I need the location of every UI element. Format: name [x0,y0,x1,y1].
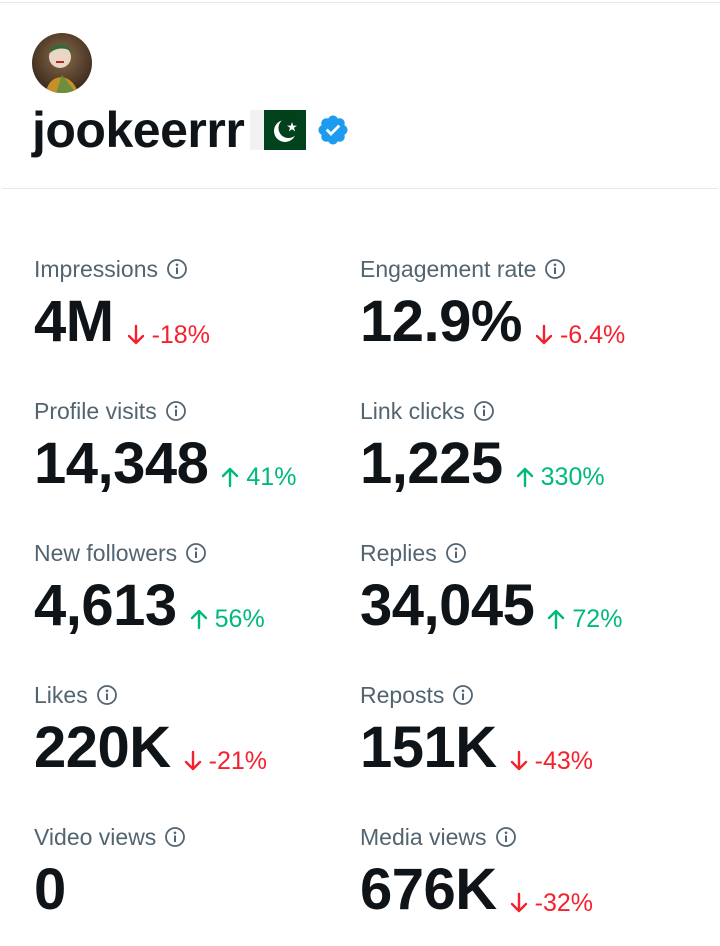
metric-delta-value: 330% [540,463,605,491]
profile-header: jookeerrr [32,100,350,160]
metric-value: 0 [34,857,66,922]
metric-value: 34,045 [360,573,535,638]
metric-delta: -6.4% [534,320,625,350]
metric-label: Likes [34,682,88,708]
metric-value-row: 4,613 56% [34,572,364,636]
metric-value: 1,225 [360,431,503,496]
metric-value: 12.9% [360,289,522,354]
metric-value-row: 220K -21% [34,714,364,778]
metric-label: Impressions [34,256,158,282]
metric-delta-value: -21% [208,747,268,775]
arrow-down-icon [534,323,554,347]
metric-delta: 41% [220,462,296,492]
info-icon[interactable] [452,684,474,706]
metric-label-row: Reposts [360,680,690,710]
arrow-down-icon [183,749,203,773]
info-icon[interactable] [544,258,566,280]
metric-delta: -32% [509,888,593,918]
metric-value-row: 1,225 330% [360,430,690,494]
metric-value: 14,348 [34,431,209,496]
metric-link-clicks: Link clicks 1,225 330% [360,396,690,494]
top-border [0,2,720,3]
metric-label-row: New followers [34,538,364,568]
metric-video-views: Video views 0 [34,822,364,920]
metric-value: 4M [34,289,114,354]
metric-delta-value: 72% [572,605,623,633]
header-divider [2,188,718,189]
metric-label: New followers [34,540,178,566]
info-icon[interactable] [96,684,118,706]
metric-delta: -21% [183,746,267,776]
pakistan-flag-icon [250,110,307,150]
info-icon[interactable] [445,542,467,564]
arrow-up-icon [189,607,209,631]
metric-label-row: Profile visits [34,396,364,426]
metric-delta-value: 41% [246,463,297,491]
metric-label: Profile visits [34,398,157,424]
arrow-up-icon [220,465,240,489]
metric-media-views: Media views 676K -32% [360,822,690,920]
metric-delta: -43% [509,746,593,776]
arrow-up-icon [546,607,566,631]
metric-replies: Replies 34,045 72% [360,538,690,636]
metric-new-followers: New followers 4,613 56% [34,538,364,636]
info-icon[interactable] [185,542,207,564]
display-name[interactable]: jookeerrr [32,102,245,158]
metric-label-row: Media views [360,822,690,852]
metric-value-row: 151K -43% [360,714,690,778]
metric-value-row: 676K -32% [360,856,690,920]
metric-reposts: Reposts 151K -43% [360,680,690,778]
metric-value: 220K [34,715,171,780]
metric-delta: 56% [189,604,265,634]
metric-profile-visits: Profile visits 14,348 41% [34,396,364,494]
metric-label: Media views [360,824,487,850]
metric-value-row: 34,045 72% [360,572,690,636]
metric-delta-value: -43% [534,747,594,775]
metric-value: 4,613 [34,573,177,638]
metric-engagement-rate: Engagement rate 12.9% -6.4% [360,254,690,352]
metric-likes: Likes 220K -21% [34,680,364,778]
metric-label-row: Likes [34,680,364,710]
info-icon[interactable] [166,258,188,280]
metric-value-row: 0 [34,856,364,920]
avatar[interactable] [32,33,92,93]
metric-delta-value: -18% [151,321,210,349]
metric-label: Replies [360,540,437,566]
metric-delta-value: -6.4% [559,321,626,349]
metric-delta-value: -32% [534,889,594,917]
metric-value-row: 4M -18% [34,288,364,352]
info-icon[interactable] [165,400,187,422]
metric-impressions: Impressions 4M -18% [34,254,364,352]
metric-delta: 72% [546,604,622,634]
metric-label-row: Engagement rate [360,254,690,284]
metric-label: Reposts [360,682,445,708]
info-icon[interactable] [164,826,186,848]
metric-delta: -18% [126,320,210,350]
arrow-down-icon [509,749,529,773]
metric-value: 676K [360,857,497,922]
metric-label-row: Replies [360,538,690,568]
metric-delta-value: 56% [214,605,265,633]
metric-label: Video views [34,824,157,850]
metric-delta: 330% [515,462,605,492]
metric-value-row: 14,348 41% [34,430,364,494]
metric-value: 151K [360,715,497,780]
metric-label: Engagement rate [360,256,537,282]
metric-value-row: 12.9% -6.4% [360,288,690,352]
info-icon[interactable] [495,826,517,848]
info-icon[interactable] [473,400,495,422]
arrow-down-icon [126,323,146,347]
arrow-down-icon [509,891,529,915]
metric-label-row: Impressions [34,254,364,284]
metric-label: Link clicks [360,398,465,424]
metric-label-row: Link clicks [360,396,690,426]
arrow-up-icon [515,465,535,489]
metric-label-row: Video views [34,822,364,852]
verified-badge-icon [316,113,350,147]
